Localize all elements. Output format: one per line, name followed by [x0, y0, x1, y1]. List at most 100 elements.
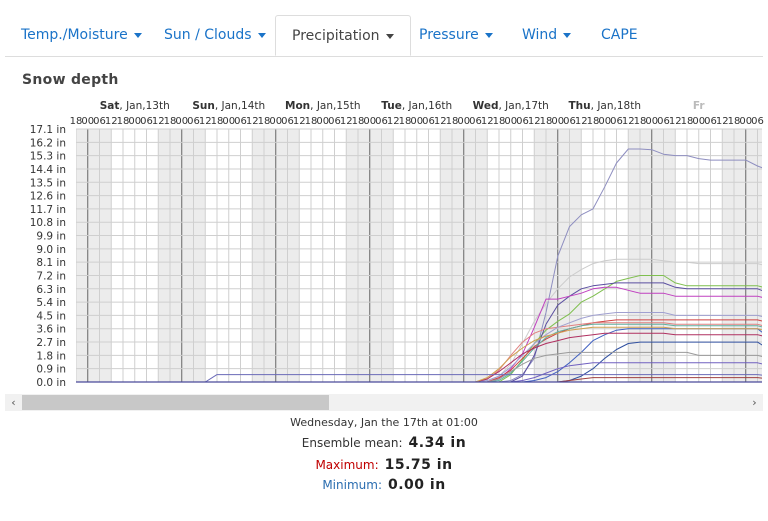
x-hour-label: 18 [540, 116, 553, 127]
x-hour-label: 18 [587, 116, 600, 127]
tab-label: Temp./Moisture [21, 27, 128, 43]
x-hour-label: 00 [739, 116, 752, 127]
minimum-label: Minimum: [322, 478, 382, 492]
x-hour-label: 12 [575, 116, 588, 127]
x-day-label: Wed, Jan,17th [473, 100, 549, 112]
x-hour-label: 12 [293, 116, 306, 127]
x-hour-label: 18 [446, 116, 459, 127]
chevron-down-icon [385, 33, 394, 39]
x-hour-label: 06 [375, 116, 388, 127]
y-tick-label: 14.4 in [30, 164, 66, 176]
x-hour-label: 00 [222, 116, 235, 127]
x-hour-label: 12 [622, 116, 635, 127]
x-hour-label: 12 [340, 116, 353, 127]
minimum-value: 0.00 in [387, 477, 446, 493]
section-title: Snow depth [22, 72, 119, 88]
y-tick-label: 16.2 in [30, 137, 66, 149]
scrollbar-thumb[interactable] [22, 395, 329, 410]
y-tick-label: 0.9 in [36, 364, 66, 376]
y-tick-label: 15.3 in [30, 151, 66, 163]
x-hour-label: 12 [246, 116, 259, 127]
chevron-down-icon [563, 32, 572, 38]
tab-label: Wind [522, 27, 558, 43]
y-tick-label: 0.0 in [36, 377, 66, 389]
x-hour-label: 06 [751, 116, 764, 127]
horizontal-scrollbar[interactable]: ‹ › [5, 394, 763, 411]
x-hour-label: 06 [704, 116, 717, 127]
y-tick-label: 5.4 in [36, 297, 66, 309]
x-hour-label: 00 [363, 116, 376, 127]
scroll-right-arrow-icon[interactable]: › [752, 396, 757, 409]
mean-value: 4.34 in [408, 435, 467, 451]
x-hour-label: 06 [469, 116, 482, 127]
x-hour-label: 00 [504, 116, 517, 127]
x-hour-label: 06 [657, 116, 670, 127]
tab-sun-clouds[interactable]: Sun / Clouds [164, 15, 266, 56]
x-hour-label: 00 [175, 116, 188, 127]
x-hour-label: 06 [516, 116, 529, 127]
x-hour-label: 06 [328, 116, 341, 127]
x-hour-label: 06 [563, 116, 576, 127]
tab-label: Precipitation [292, 28, 380, 44]
y-tick-label: 9.0 in [36, 244, 66, 256]
tab-temp-moisture[interactable]: Temp./Moisture [21, 15, 142, 56]
tab-label: Sun / Clouds [164, 27, 252, 43]
readout-datetime: Wednesday, Jan the 17th at 01:00 [290, 416, 478, 429]
x-hour-label: 00 [551, 116, 564, 127]
night-band [722, 129, 762, 382]
night-band [0, 129, 17, 382]
x-hour-label: 18 [352, 116, 365, 127]
x-hour-label: 18 [493, 116, 506, 127]
x-hour-label: 18 [117, 116, 130, 127]
x-hour-label: 18 [70, 116, 83, 127]
x-hour-label: 00 [645, 116, 658, 127]
x-hour-label: 18 [728, 116, 741, 127]
maximum-label: Maximum: [315, 458, 379, 472]
y-tick-label: 11.7 in [30, 204, 66, 216]
tab-bar: Temp./Moisture Sun / Clouds Precipitatio… [5, 15, 763, 57]
x-hour-label: 00 [128, 116, 141, 127]
tab-wind[interactable]: Wind [522, 15, 572, 56]
tab-cape[interactable]: CAPE [601, 15, 638, 56]
readout-minimum: Minimum: 0.00 in [0, 474, 768, 493]
x-hour-label: 00 [457, 116, 470, 127]
x-hour-label: 12 [152, 116, 165, 127]
y-tick-label: 3.6 in [36, 324, 66, 336]
x-hour-label: 00 [81, 116, 94, 127]
maximum-value: 15.75 in [384, 457, 453, 473]
x-hour-label: 12 [716, 116, 729, 127]
readout-maximum: Maximum: 15.75 in [0, 454, 768, 473]
x-hour-label: 12 [105, 116, 118, 127]
tab-precipitation[interactable]: Precipitation [275, 15, 411, 56]
x-hour-label: 06 [610, 116, 623, 127]
x-day-label: Sun, Jan,14th [192, 100, 265, 112]
scroll-left-arrow-icon[interactable]: ‹ [11, 396, 16, 409]
x-day-label: Fr [693, 100, 706, 112]
x-hour-label: 00 [692, 116, 705, 127]
y-tick-label: 10.8 in [30, 217, 66, 229]
y-tick-label: 9.9 in [36, 231, 66, 243]
x-hour-label: 00 [316, 116, 329, 127]
y-tick-label: 12.6 in [30, 191, 66, 203]
x-hour-label: 06 [234, 116, 247, 127]
x-hour-label: 12 [481, 116, 494, 127]
x-hour-label: 18 [399, 116, 412, 127]
chevron-down-icon [257, 32, 266, 38]
x-hour-label: 18 [305, 116, 318, 127]
x-hour-label: 12 [669, 116, 682, 127]
snow-depth-chart[interactable]: 0.0 in0.9 in 1.8 in2.7 in3.6 in 4.5 in5.4 … [0, 95, 768, 391]
night-band [76, 129, 112, 382]
x-day-label: Mon, Jan,15th [285, 100, 360, 112]
x-hour-label: 18 [681, 116, 694, 127]
x-hour-label: 06 [422, 116, 435, 127]
tab-pressure[interactable]: Pressure [419, 15, 493, 56]
x-hour-label: 06 [281, 116, 294, 127]
chevron-down-icon [484, 32, 493, 38]
chevron-down-icon [133, 32, 142, 38]
y-tick-label: 6.3 in [36, 284, 66, 296]
y-tick-label: 17.1 in [30, 124, 66, 136]
tab-label: Pressure [419, 27, 479, 43]
y-tick-label: 2.7 in [36, 337, 66, 349]
x-hour-label: 00 [410, 116, 423, 127]
y-tick-label: 1.8 in [36, 350, 66, 362]
